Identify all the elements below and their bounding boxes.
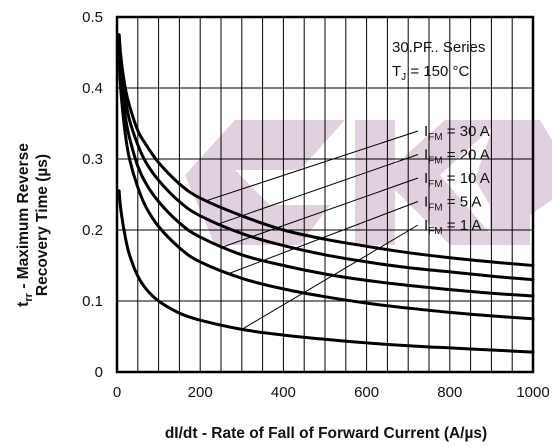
temperature-note: TJ = 150 °C	[392, 63, 469, 83]
curves	[117, 33, 535, 354]
y-tick-label: 0	[95, 364, 103, 381]
label-leaders	[206, 130, 419, 330]
watermark-logo	[185, 120, 552, 245]
series-curve-2	[117, 43, 535, 298]
x-tick-label: 800	[437, 384, 462, 401]
series-curve-1	[117, 33, 535, 282]
grid	[117, 17, 533, 372]
watermark-shape-k	[355, 120, 500, 245]
x-tick-label: 1000	[516, 384, 549, 401]
y-tick-label: 0.1	[82, 293, 103, 310]
x-axis-title: dI/dt - Rate of Fall of Forward Current …	[165, 425, 487, 442]
series-label-3: IFM = 5 A	[424, 194, 481, 214]
y-axis-title: trr - Maximum Reverse Recovery Time (µs)	[15, 143, 51, 307]
watermark-shape-left	[185, 120, 345, 245]
series-label-2: IFM = 10 A	[424, 170, 490, 190]
plot-frame	[115, 15, 535, 374]
y-tick-label: 0.2	[82, 222, 103, 239]
y-tick-label: 0.3	[82, 151, 103, 168]
leader-line-2	[222, 177, 419, 248]
leader-line-4	[241, 224, 419, 330]
y-tick-label: 0.5	[82, 9, 103, 26]
y-axis-title-line1: trr - Maximum Reverse	[15, 143, 35, 307]
series-label-0: IFM = 30 A	[424, 123, 490, 143]
x-tick-label: 0	[113, 384, 121, 401]
series-annotation: 30.PF.. Series TJ = 150 °C	[392, 39, 485, 83]
x-tick-label: 400	[271, 384, 296, 401]
leader-line-3	[229, 201, 419, 274]
y-axis-title-line2: Recovery Time (µs)	[34, 154, 51, 296]
tick-labels: 0 200 400 600 800 1000 0 0.1 0.2 0.3 0.4 0.5	[82, 9, 550, 401]
y-tick-label: 0.4	[82, 80, 103, 97]
series-label-1: IFM = 20 A	[424, 147, 490, 167]
series-labels: IFM = 30 A IFM = 20 A IFM = 10 A IFM = 5 A I…	[424, 123, 490, 237]
series-curve-3	[117, 58, 535, 321]
leader-line-1	[218, 154, 419, 225]
x-tick-label: 200	[188, 384, 213, 401]
x-tick-label: 600	[354, 384, 379, 401]
series-curve-0	[117, 33, 535, 267]
series-note: 30.PF.. Series	[392, 39, 485, 56]
series-curve-4	[117, 189, 535, 354]
series-label-4: IFM = 1 A	[424, 217, 481, 237]
leader-line-0	[206, 130, 419, 202]
